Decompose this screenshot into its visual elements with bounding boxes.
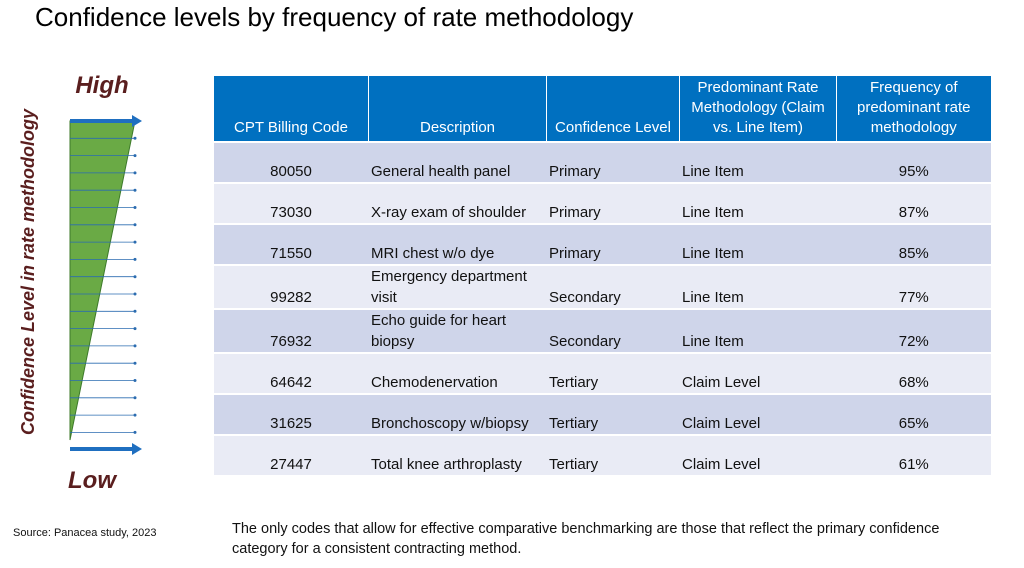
wedge-dot xyxy=(133,188,137,192)
wedge-dot xyxy=(133,344,137,348)
table-cell: Line Item xyxy=(679,223,837,265)
table-cell: Chemodenervation xyxy=(368,352,547,394)
wedge-dot xyxy=(133,136,137,140)
wedge-dot xyxy=(133,309,137,313)
table-cell: 73030 xyxy=(213,182,369,224)
table-cell: Primary xyxy=(546,182,680,224)
table-cell: Emergency department visit xyxy=(368,264,547,309)
table-body: 80050 General health panel Primary Line Ite… xyxy=(213,141,991,475)
confidence-wedge xyxy=(69,120,136,441)
table-cell: 95% xyxy=(836,141,991,183)
wedge-dot xyxy=(133,361,137,365)
table-cell: 87% xyxy=(836,182,991,224)
table-cell: 85% xyxy=(836,223,991,265)
column-header: Description xyxy=(368,76,547,142)
table-cell: 65% xyxy=(836,393,991,435)
table-cell: Line Item xyxy=(679,308,837,353)
table-cell: 77% xyxy=(836,264,991,309)
confidence-graphic: High Low Confidence Level in rate method… xyxy=(18,72,142,494)
table-row: 31625 Bronchoscopy w/biopsy Tertiary Claim … xyxy=(213,393,991,435)
table-cell: Line Item xyxy=(679,141,837,183)
table-cell: MRI chest w/o dye xyxy=(368,223,547,265)
table-cell: Total knee arthroplasty xyxy=(368,434,547,475)
bottom-arrowhead xyxy=(132,443,142,455)
table-cell: Tertiary xyxy=(546,434,680,475)
table-row: 71550 MRI chest w/o dye Primary Line Item 85… xyxy=(213,223,991,265)
column-header: Confidence Level xyxy=(546,76,680,142)
table-cell: 71550 xyxy=(213,223,369,265)
column-header: Predominant Rate Methodology (Claim vs. … xyxy=(679,76,837,142)
wedge-dot xyxy=(133,396,137,400)
table-cell: X-ray exam of shoulder xyxy=(368,182,547,224)
slide-title: Confidence levels by frequency of rate m… xyxy=(35,2,634,32)
table-cell: 64642 xyxy=(213,352,369,394)
wedge-dot xyxy=(133,154,137,158)
table-row: 27447 Total knee arthroplasty Tertiary Clai… xyxy=(213,434,991,475)
wedge-dot xyxy=(133,327,137,331)
low-label: Low xyxy=(68,467,117,494)
wedge-dot xyxy=(133,379,137,382)
wedge-dot xyxy=(133,240,137,244)
table-cell: Claim Level xyxy=(679,352,837,394)
top-arrowhead xyxy=(132,115,142,127)
wedge-dot xyxy=(133,171,137,175)
table-cell: 61% xyxy=(836,434,991,475)
table-row: 76932 Echo guide for heart biopsy Secondar… xyxy=(213,308,991,353)
table-cell: Secondary xyxy=(546,308,680,353)
table-cell: Tertiary xyxy=(546,393,680,435)
table-cell: 27447 xyxy=(213,434,369,475)
wedge-dot xyxy=(133,430,137,434)
high-label: High xyxy=(75,72,128,99)
table-cell: 99282 xyxy=(213,264,369,309)
footnote: The only codes that allow for effective … xyxy=(232,521,940,557)
source: Source: Panacea study, 2023 xyxy=(13,527,157,539)
table-cell: 31625 xyxy=(213,393,369,435)
table-cell: Line Item xyxy=(679,264,837,309)
table-cell: 68% xyxy=(836,352,991,394)
table-row: 99282 Emergency department visit Secondary… xyxy=(213,264,991,309)
wedge-dot xyxy=(133,275,137,279)
table-cell: 72% xyxy=(836,308,991,353)
table-row: 64642 Chemodenervation Tertiary Claim Level… xyxy=(213,352,991,394)
column-header: Frequency of predominant rate methodolog… xyxy=(836,76,991,142)
header-row: CPT Billing Code Description Confidence Le… xyxy=(213,76,991,142)
table-cell: Secondary xyxy=(546,264,680,309)
wedge-dot xyxy=(133,292,137,296)
wedge-dot xyxy=(133,206,137,209)
table-cell: Tertiary xyxy=(546,352,680,394)
wedge-dot xyxy=(133,223,137,227)
table-row: 80050 General health panel Primary Line Ite… xyxy=(213,141,991,183)
wedge-dot xyxy=(133,257,137,261)
table-cell: Primary xyxy=(546,141,680,183)
table-row: 73030 X-ray exam of shoulder Primary Line I… xyxy=(213,182,991,224)
wedge-lines xyxy=(70,136,137,434)
table-cell: 76932 xyxy=(213,308,369,353)
table-cell: Claim Level xyxy=(679,393,837,435)
table-cell: Bronchoscopy w/biopsy xyxy=(368,393,547,435)
table-cell: Line Item xyxy=(679,182,837,224)
table-cell: 80050 xyxy=(213,141,369,183)
table-cell: Echo guide for heart biopsy xyxy=(368,308,547,353)
table-cell: General health panel xyxy=(368,141,547,183)
table-cell: Primary xyxy=(546,223,680,265)
side-label: Confidence Level in rate methodology xyxy=(18,108,38,435)
column-header: CPT Billing Code xyxy=(213,76,369,142)
wedge-dot xyxy=(133,413,137,417)
data-table: CPT Billing Code Description Confidence Le… xyxy=(213,76,991,475)
table-cell: Claim Level xyxy=(679,434,837,475)
